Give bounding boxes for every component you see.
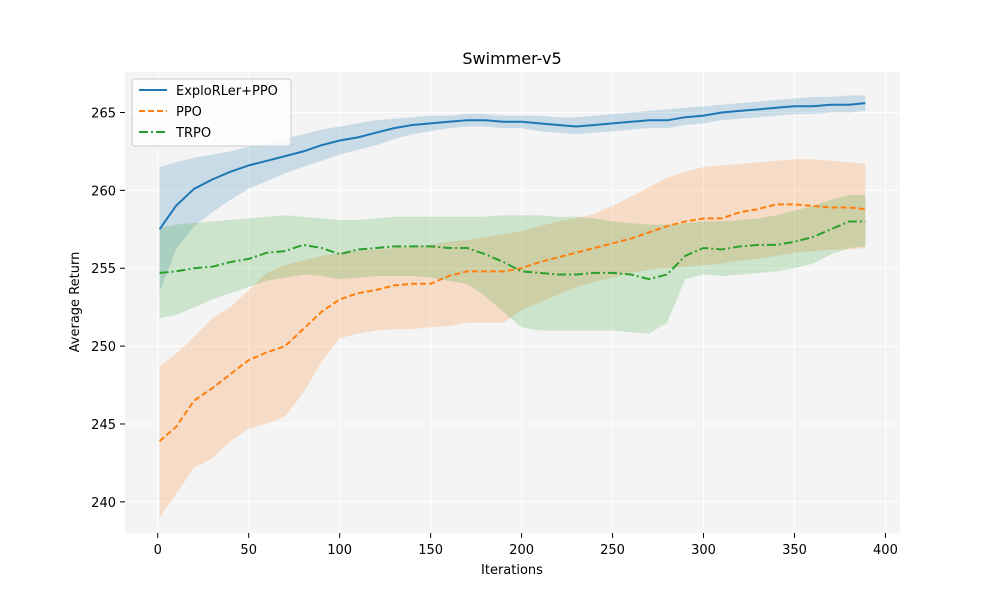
legend-label-exploRLer-ppo: ExploRLer+PPO (176, 84, 278, 99)
y-tick-label: 265 (91, 106, 116, 121)
x-tick-label: 50 (240, 543, 257, 558)
plot-background (125, 72, 900, 533)
grid (125, 72, 900, 533)
y-axis-label: Average Return (68, 252, 83, 353)
line-explorler-ppo (158, 102, 866, 230)
legend: ExploRLer+PPO PPO TRPO (131, 78, 292, 147)
x-axis-label: Iterations (481, 563, 543, 578)
x-tick-label: 150 (418, 543, 443, 558)
legend-label-trpo: TRPO (175, 126, 211, 141)
line-ppo (158, 203, 866, 442)
confidence-bands (159, 95, 866, 518)
x-tick-label: 0 (154, 543, 162, 558)
y-tick-label: 260 (91, 184, 116, 199)
x-axis-ticks: 0 50 100 150 200 250 300 350 400 (154, 533, 898, 558)
x-tick-label: 400 (873, 543, 898, 558)
band-explorler-ppo (159, 95, 866, 292)
y-tick-label: 250 (91, 340, 116, 355)
chart-title: Swimmer-v5 (462, 49, 561, 68)
x-tick-label: 100 (327, 543, 352, 558)
x-tick-label: 350 (782, 543, 807, 558)
x-tick-label: 250 (600, 543, 625, 558)
legend-label-ppo: PPO (176, 105, 202, 120)
x-tick-label: 300 (691, 543, 716, 558)
y-tick-label: 240 (91, 496, 116, 511)
series-lines (158, 102, 866, 442)
legend-box (131, 78, 292, 147)
y-tick-label: 255 (91, 262, 116, 277)
y-tick-label: 245 (91, 418, 116, 433)
line-trpo (159, 220, 866, 281)
band-trpo (159, 195, 866, 334)
y-axis-ticks: 240 245 250 255 260 265 (91, 106, 125, 511)
x-tick-label: 200 (509, 543, 534, 558)
band-ppo (159, 159, 866, 518)
